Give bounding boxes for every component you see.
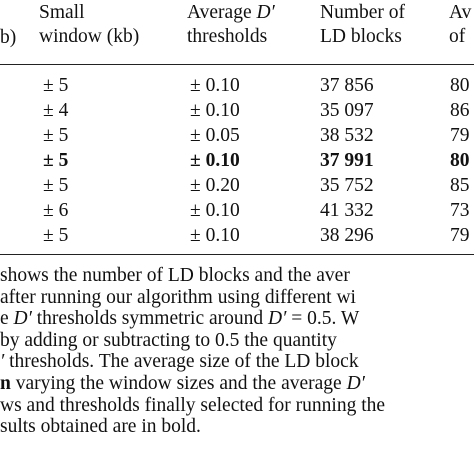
cell-blocks-4: 37 991 [320,150,374,171]
cell-window-4: ± 5 [43,150,69,171]
cell-blocks-3: 38 532 [320,125,374,146]
cell-blocks-2: 35 097 [320,100,374,121]
cell-window-7: ± 5 [43,225,69,246]
caption-line-7: ws and thresholds finally selected for r… [0,395,386,416]
cell-avg-3: 79 [450,125,470,146]
cell-threshold-7: ± 0.10 [190,225,240,246]
cell-avg-4: 80 [450,150,470,171]
caption-line-8: sults obtained are in bold. [0,416,201,437]
cell-blocks-7: 38 296 [320,225,374,246]
cell-threshold-6: ± 0.10 [190,200,240,221]
cell-window-3: ± 5 [43,125,69,146]
header-average-size-line1: Av [449,2,472,23]
header-average-size: Av of [449,1,471,49]
header-small-window: Small window (kb) [39,1,139,49]
header-average-d-line1: Average D′ [187,2,275,23]
table-header-rule [0,64,474,66]
cell-threshold-3: ± 0.05 [190,125,240,146]
caption-line-1: shows the number of LD blocks and the av… [0,265,350,286]
cell-threshold-5: ± 0.20 [190,175,240,196]
cell-avg-2: 86 [450,100,470,121]
cell-window-1: ± 5 [43,75,69,96]
cell-blocks-1: 37 856 [320,75,374,96]
cell-avg-7: 79 [450,225,470,246]
caption-line-5: ′ thresholds. The average size of the LD… [0,351,359,372]
header-average-d-thresholds: Average D′ thresholds [187,1,275,49]
cell-window-6: ± 6 [43,200,69,221]
cell-threshold-2: ± 0.10 [190,100,240,121]
cell-threshold-1: ± 0.10 [190,75,240,96]
cell-window-5: ± 5 [43,175,69,196]
header-number-line1: Number of [320,2,406,23]
header-number-of-ld-blocks: Number of LD blocks [320,1,405,49]
cell-avg-5: 85 [450,175,470,196]
header-average-size-line2: of [449,26,466,47]
cell-window-2: ± 4 [43,100,69,121]
cell-avg-1: 80 [450,75,470,96]
left-header-fragment: b) [0,27,17,48]
header-small-window-line1: Small [39,2,85,23]
cell-blocks-5: 35 752 [320,175,374,196]
header-small-window-line2: window (kb) [39,26,140,47]
caption-line-4: by adding or subtracting to 0.5 the quan… [0,330,337,351]
caption-line-2: after running our algorithm using differ… [0,287,356,308]
header-average-d-line2: thresholds [187,26,268,47]
cell-threshold-4: ± 0.10 [190,150,240,171]
header-number-line2: LD blocks [320,26,402,47]
table-bottom-rule [0,254,474,256]
cell-avg-6: 73 [450,200,470,221]
caption-line-6: n varying the window sizes and the avera… [0,373,365,394]
cell-blocks-6: 41 332 [320,200,374,221]
caption-line-3: e D′ thresholds symmetric around D′ = 0.… [0,308,360,329]
